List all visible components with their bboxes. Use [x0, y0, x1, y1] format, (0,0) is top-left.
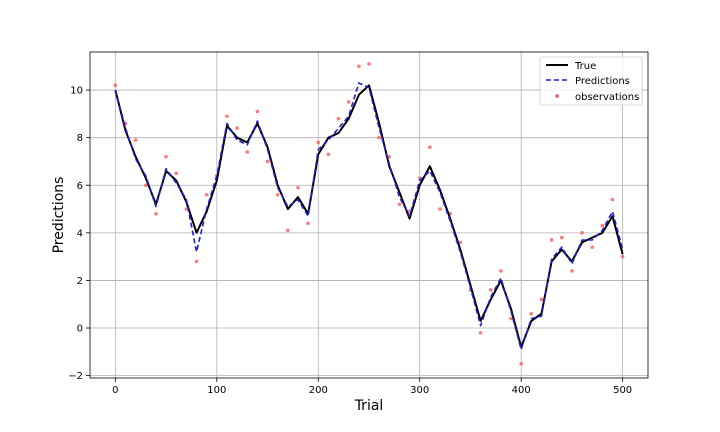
ticks: 0 100 200 300 400 500 −2 0 2 4 6 8 10: [68, 86, 632, 396]
observation-point: [458, 240, 463, 245]
observation-point: [296, 185, 300, 190]
observation-point: [204, 192, 209, 197]
legend-observations-label: observations: [575, 92, 639, 103]
observation-point: [488, 288, 493, 292]
observation-point: [265, 159, 270, 164]
y-axis-title: Predictions: [51, 177, 67, 254]
predictions-series-line: [114, 82, 624, 351]
observation-point: [549, 238, 554, 242]
x-tick-label: 500: [613, 385, 632, 396]
observation-point: [235, 126, 239, 130]
observation-point: [154, 212, 158, 216]
plot-frame: [89, 51, 649, 379]
observation-point: [164, 154, 168, 159]
observation-point: [144, 183, 148, 188]
observation-point: [600, 223, 605, 228]
y-tick-label: 10: [70, 86, 83, 97]
y-tick-label: 2: [77, 276, 83, 287]
x-axis-title: Trial: [354, 398, 384, 414]
grid: [90, 52, 648, 378]
x-tick-label: 200: [309, 385, 328, 396]
observation-point: [559, 235, 564, 240]
observation-point: [529, 311, 534, 316]
true-series-line: [114, 84, 624, 349]
series-layer: [113, 62, 625, 366]
observation-point: [275, 192, 280, 197]
legend-predictions-label: Predictions: [575, 76, 630, 87]
observation-point: [397, 202, 402, 207]
observation-point: [438, 207, 442, 211]
observation-point: [570, 269, 574, 273]
observation-point: [428, 145, 432, 149]
observation-point: [336, 116, 341, 121]
observation-point: [326, 152, 331, 157]
observation-point: [367, 62, 371, 66]
observation-point: [316, 140, 321, 145]
observation-point: [357, 64, 361, 69]
x-tick-label: 400: [512, 385, 531, 396]
observation-point: [346, 100, 351, 104]
observation-point: [610, 197, 615, 202]
plot-area: [90, 52, 648, 378]
observation-point: [255, 109, 260, 114]
y-tick-label: 8: [77, 133, 83, 144]
observation-point: [509, 316, 513, 321]
observation-point: [499, 269, 503, 273]
observation-point: [620, 254, 625, 259]
observation-point: [306, 221, 310, 226]
observation-point: [590, 245, 594, 249]
legend-true-label: True: [574, 61, 596, 72]
observation-point: [194, 259, 199, 264]
x-tick-label: 0: [112, 385, 118, 396]
observation-point: [286, 228, 290, 233]
y-tick-label: −2: [68, 371, 83, 382]
y-tick-label: 4: [77, 228, 83, 239]
observation-point: [539, 297, 544, 302]
observation-point: [225, 114, 229, 119]
observation-point: [387, 154, 392, 159]
observation-point: [478, 330, 483, 335]
observation-point: [245, 150, 250, 154]
legend-box: [539, 56, 643, 106]
legend: True Predictions observations: [539, 56, 643, 106]
y-tick-label: 0: [77, 324, 83, 335]
observation-point: [580, 231, 584, 235]
observation-point: [174, 171, 179, 176]
observation-point: [519, 361, 523, 366]
x-tick-label: 300: [410, 385, 429, 396]
x-tick-label: 100: [207, 385, 226, 396]
observation-point: [133, 138, 138, 142]
observation-point: [377, 135, 381, 140]
y-tick-label: 6: [77, 181, 83, 192]
observation-point: [113, 83, 118, 88]
legend-observations-swatch: [555, 94, 559, 98]
